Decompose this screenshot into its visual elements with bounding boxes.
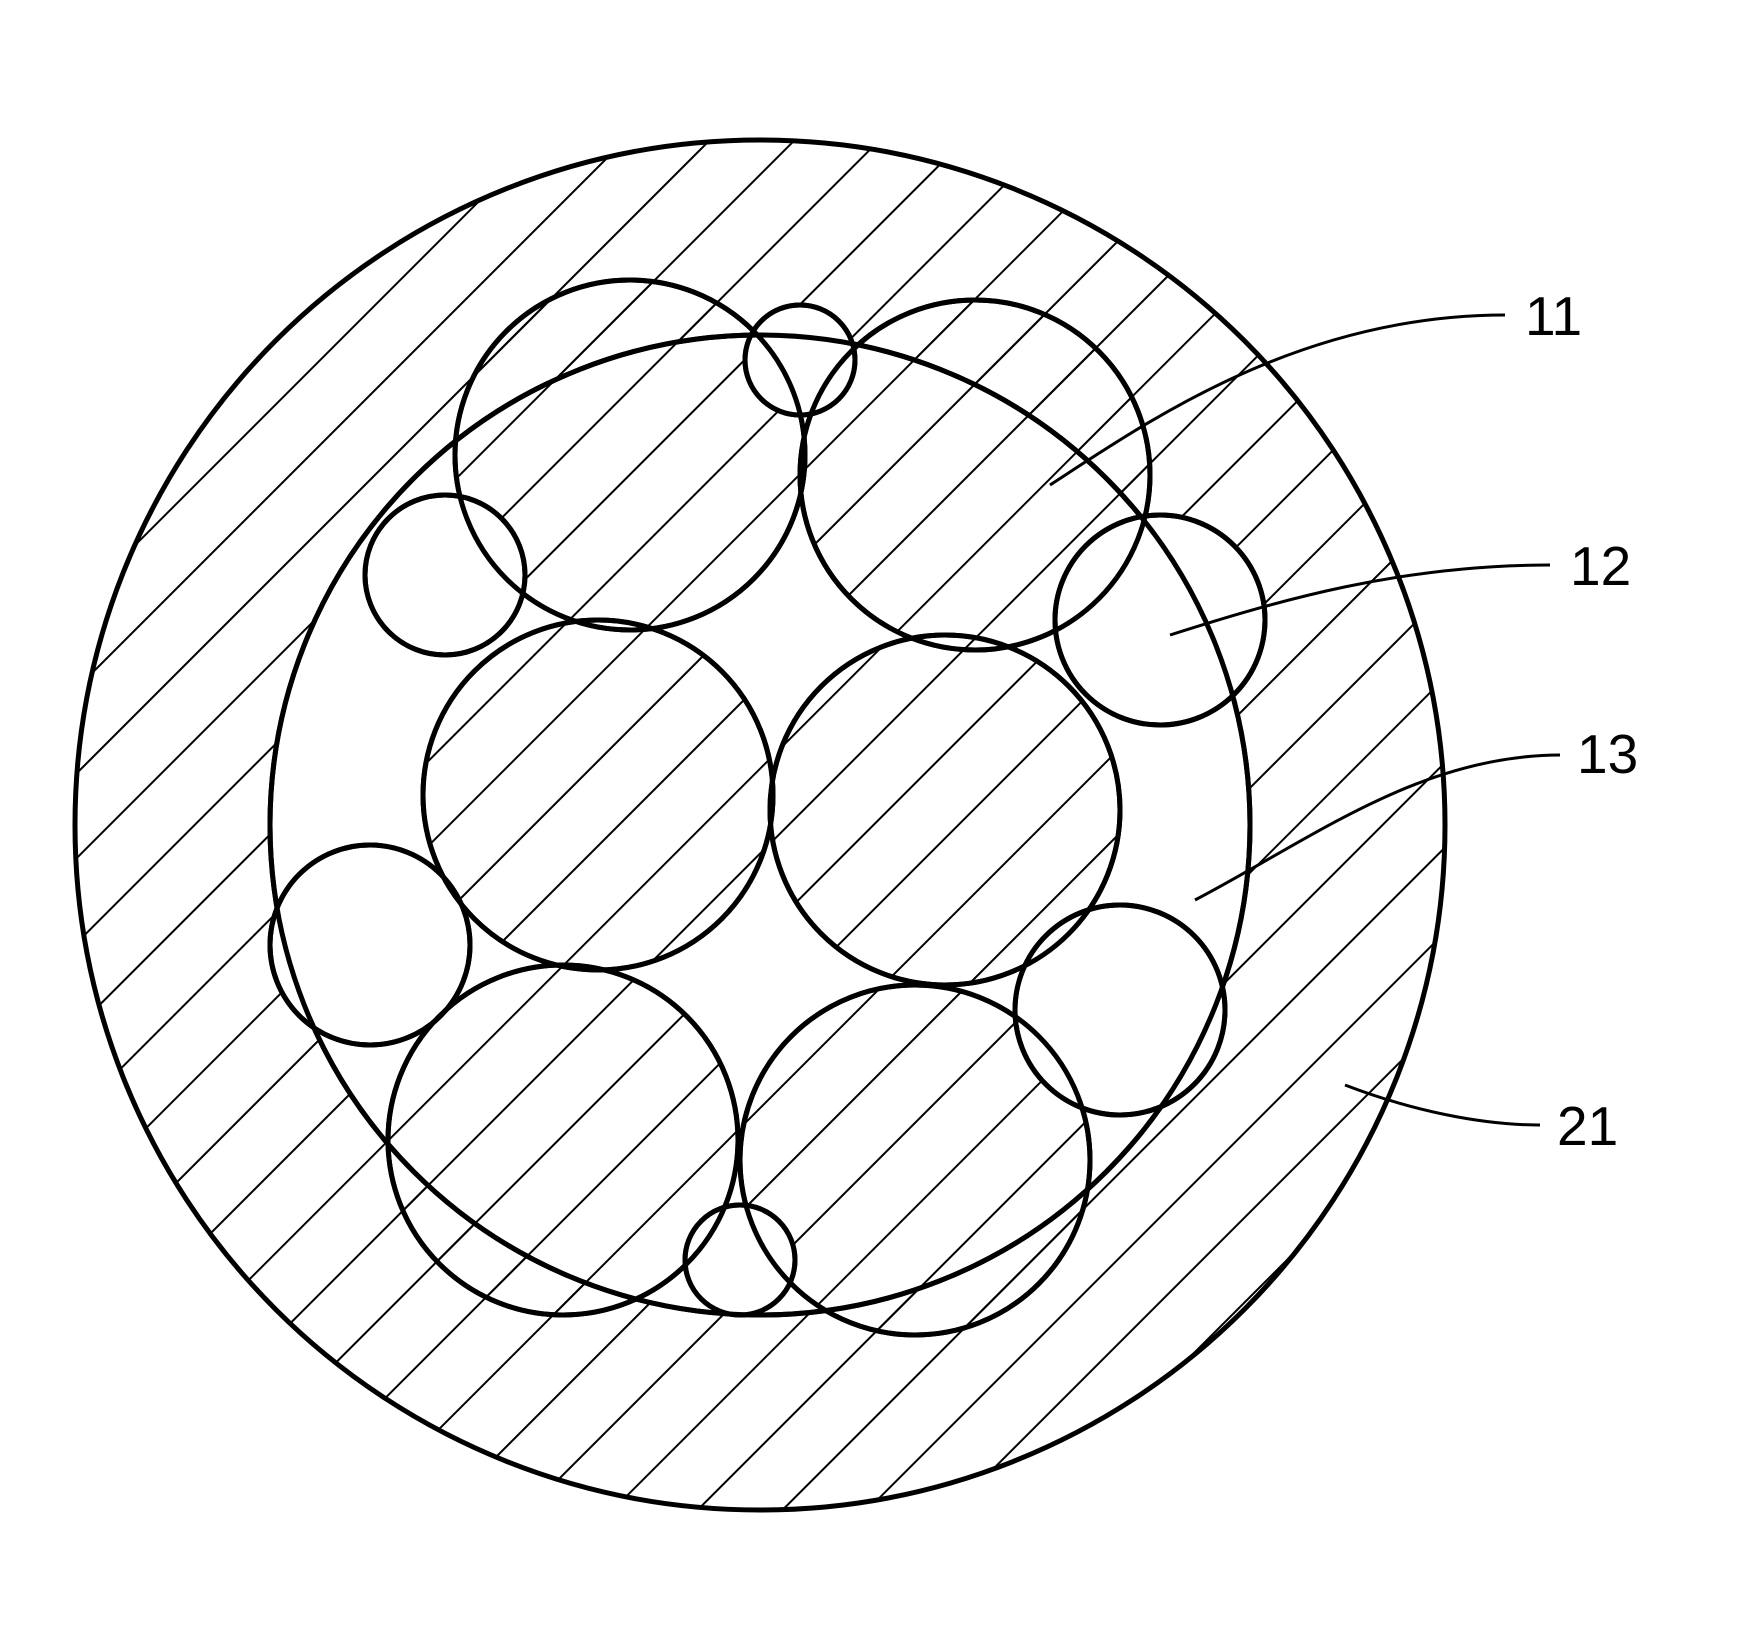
label-12: 12: [1570, 535, 1631, 597]
label-11: 11: [1525, 285, 1582, 347]
label-21: 21: [1557, 1095, 1618, 1157]
label-13: 13: [1577, 723, 1638, 785]
